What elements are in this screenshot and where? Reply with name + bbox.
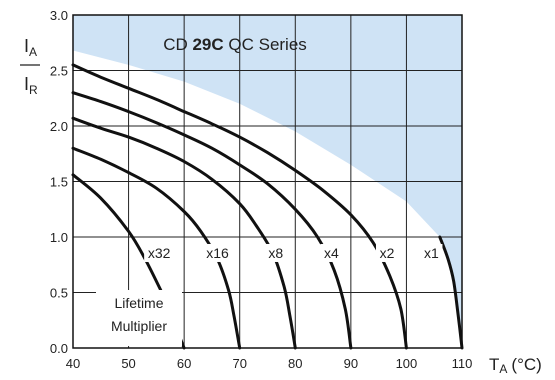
series-line-x8 [71, 116, 297, 350]
y-tick-label: 0.0 [50, 341, 68, 356]
curve-label-bg [202, 243, 233, 262]
xlabel-main: T [489, 355, 499, 374]
title-prefix: CD [163, 35, 192, 54]
tick-labels: 40 50 60 70 80 90 100 110 0.0 0.5 1.0 1.5 2.0 2.5 3.0 [50, 8, 472, 371]
ylabel-num-main: I [24, 36, 29, 56]
curve-label-x16: x16 [206, 245, 229, 261]
plot-frame [72, 14, 463, 349]
y-tick-label: 3.0 [50, 8, 68, 23]
title-model: 29C [192, 35, 223, 54]
curve-label-x2: x2 [380, 245, 395, 261]
y-tick-label: 2.0 [50, 119, 68, 134]
y-tick-label: 1.0 [50, 230, 68, 245]
series-line-x1 [438, 235, 464, 350]
series-line-x4 [71, 91, 353, 350]
x-tick-label: 80 [288, 356, 302, 371]
y-tick-label: 2.5 [50, 64, 68, 79]
curve-label-bg [144, 243, 175, 262]
svg-text:IR: IR [24, 74, 38, 97]
annotation-line-2: Multiplier [111, 318, 167, 334]
ylabel-num-sub: A [29, 45, 37, 59]
svg-text:IA: IA [24, 36, 37, 59]
series-line-x2 [71, 63, 408, 350]
x-tick-label: 110 [452, 356, 473, 371]
x-tick-label: 90 [344, 356, 358, 371]
x-tick-label: 50 [121, 356, 135, 371]
curve-label-x8: x8 [268, 245, 283, 261]
title-suffix: QC Series [224, 35, 307, 54]
annotation-line-1: Lifetime [114, 295, 163, 311]
annotation-box [96, 290, 182, 346]
curve-label-bg [420, 243, 443, 262]
ylabel-den-main: I [24, 74, 29, 94]
curve-label-bg [264, 243, 287, 262]
curve-label-x32: x32 [148, 245, 171, 261]
curve-label-x4: x4 [324, 245, 339, 261]
x-tick-label: 70 [232, 356, 246, 371]
ylabel-den-sub: R [29, 83, 38, 97]
chart-title: CD 29C QC Series [163, 35, 307, 54]
x-tick-label: 100 [396, 356, 418, 371]
xlabel-unit: (°C) [511, 355, 541, 374]
xlabel-sub: A [499, 362, 507, 376]
curve-label-x1: x1 [424, 245, 439, 261]
y-axis-label: IA IR [20, 36, 40, 97]
shaded-region [73, 15, 462, 348]
x-axis-label: TA (°C) [489, 355, 542, 376]
curve-label-bg [375, 243, 398, 262]
x-tick-label: 60 [177, 356, 191, 371]
y-tick-label: 1.5 [50, 175, 68, 190]
x-tick-label: 40 [66, 356, 80, 371]
y-tick-label: 0.5 [50, 286, 68, 301]
series-line-x16 [71, 146, 242, 350]
curve-labels: x32 x16 x8 x4 x2 x1 [144, 243, 443, 262]
curve-label-bg [320, 243, 343, 262]
